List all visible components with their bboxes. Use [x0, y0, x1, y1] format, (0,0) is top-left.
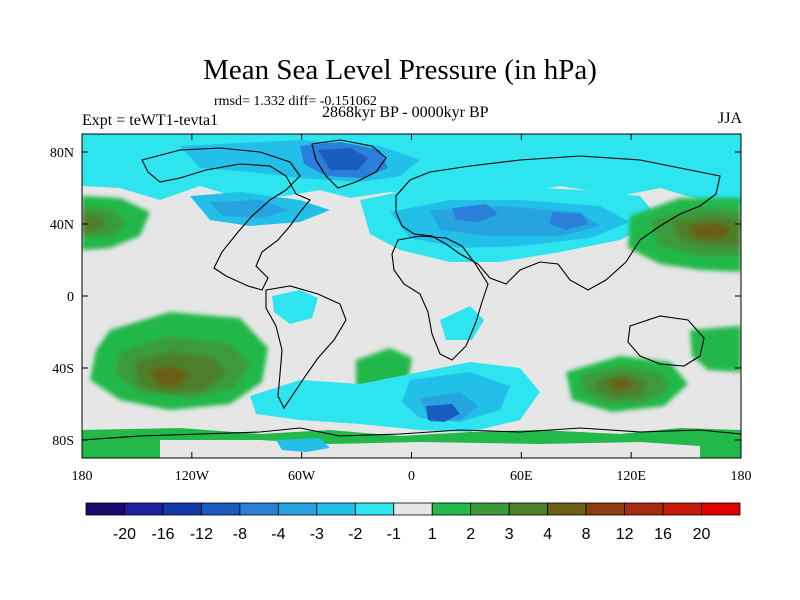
- colorbar-box-7: [354, 502, 395, 516]
- colorbar-box-0: [85, 502, 125, 516]
- colorbar-label-8: 1: [428, 526, 437, 543]
- northeast-pacific-high: [82, 196, 150, 250]
- colorbar-box-15: [662, 502, 702, 516]
- southern-ocean-low: [250, 362, 540, 432]
- colorbar-label-2: -12: [190, 526, 213, 543]
- experiment-label: Expt = teWT1-tevta1: [82, 112, 219, 129]
- colorbar-box-4: [239, 502, 279, 516]
- colorbar-box-9: [431, 502, 472, 516]
- eurasia-low-core: [452, 204, 588, 230]
- colorbar-box-3: [201, 502, 241, 516]
- colorbar-box-12: [547, 502, 587, 516]
- colorbar-label-13: 12: [616, 526, 634, 543]
- colorbar-box-10: [470, 502, 510, 516]
- antarctic-small-low: [276, 438, 330, 452]
- antarctica-coast: [82, 427, 741, 441]
- colorbar-box-8: [393, 502, 433, 516]
- south-america-low: [272, 290, 318, 324]
- antarctic-neutral: [160, 440, 700, 458]
- colorbar-label-6: -2: [348, 526, 362, 543]
- y-tick-label-3: 40S: [52, 362, 74, 377]
- x-tick-label-6: 180: [731, 469, 752, 484]
- y-axis: 80N 40N 0 40S 80S: [50, 146, 741, 449]
- y-tick-label-1: 40N: [50, 218, 74, 233]
- north-america-low-core: [210, 200, 290, 218]
- stats-text: rmsd= 1.332 diff= -0.151062: [214, 94, 377, 109]
- x-tick-label-0: 180: [72, 469, 93, 484]
- colorbar-box-13: [585, 502, 625, 516]
- south-america-coast: [265, 285, 347, 410]
- colorbar-label-7: -1: [387, 526, 401, 543]
- south-pacific-high: [90, 312, 268, 410]
- pressure-field: [82, 134, 741, 458]
- greenland-coast: [311, 139, 387, 189]
- colorbar-label-14: 16: [654, 526, 672, 543]
- x-axis: 180 120W 60W 0 60E 120E 180: [72, 134, 752, 484]
- x-tick-label-2: 60W: [288, 469, 316, 484]
- colorbar-label-11: 4: [543, 526, 552, 543]
- coastlines: [82, 139, 741, 441]
- australia-coast: [627, 315, 705, 367]
- south-indian-high: [566, 356, 688, 412]
- x-tick-label-1: 120W: [175, 469, 210, 484]
- africa-coast: [391, 235, 489, 361]
- colorbar-label-5: -3: [310, 526, 324, 543]
- colorbar-box-5: [277, 502, 318, 516]
- eurasia-coast: [395, 155, 721, 291]
- colorbar-box-14: [624, 502, 664, 516]
- x-tick-label-3: 0: [408, 469, 415, 484]
- colorbar-box-2: [162, 502, 202, 516]
- north-pacific-high: [628, 198, 741, 272]
- colorbar-label-0: -20: [113, 526, 136, 543]
- colorbar-label-4: -4: [271, 526, 285, 543]
- y-tick-label-0: 80N: [50, 146, 74, 161]
- colorbar-label-15: 20: [693, 526, 711, 543]
- season-label: JJA: [717, 110, 742, 127]
- colorbar-label-9: 2: [466, 526, 475, 543]
- australia-east-high: [690, 326, 741, 372]
- y-tick-label-2: 0: [67, 290, 74, 305]
- period-text: 2868kyr BP - 0000kyr BP: [322, 104, 489, 121]
- x-tick-label-5: 120E: [616, 469, 646, 484]
- greenland-low-core: [318, 148, 368, 170]
- x-tick-label-4: 60E: [510, 469, 533, 484]
- colorbar-box-11: [508, 502, 549, 516]
- colorbar-label-12: 8: [582, 526, 591, 543]
- colorbar-box-16: [701, 502, 741, 516]
- north-america-coast: [141, 147, 311, 291]
- colorbar-label-3: -8: [233, 526, 247, 543]
- colorbar-label-1: -16: [151, 526, 174, 543]
- colorbar: -20 -16 -12 -8 -4 -3 -2 -1 1 2 3 4 8 12 16 20: [85, 502, 741, 543]
- y-tick-label-4: 80S: [52, 434, 74, 449]
- colorbar-label-10: 3: [505, 526, 514, 543]
- figure-title: Mean Sea Level Pressure (in hPa): [203, 54, 597, 86]
- colorbar-box-6: [316, 502, 356, 516]
- southern-africa-low: [440, 306, 484, 340]
- colorbar-box-1: [124, 502, 164, 516]
